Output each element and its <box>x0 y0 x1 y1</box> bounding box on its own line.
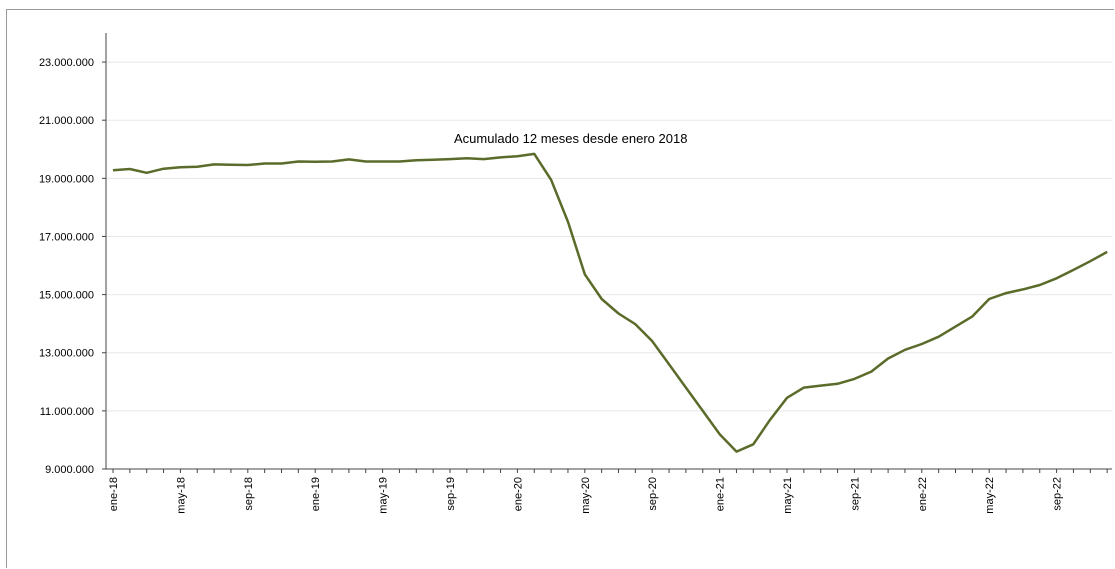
y-axis-ticks: 9.000.000 11.000.000 13.000.000 15.000.000 1… <box>39 57 106 476</box>
x-tick-label: sep-19 <box>445 477 457 511</box>
gridlines <box>106 61 1112 412</box>
x-tick-label: ene-19 <box>310 477 322 511</box>
x-tick-label: ene-20 <box>512 477 524 511</box>
x-tick-label: ene-22 <box>917 477 929 511</box>
x-tick-label: may-18 <box>175 477 187 514</box>
x-tick-label: may-21 <box>782 477 794 514</box>
y-tick-label: 19.000.000 <box>39 173 94 185</box>
x-axis-ticks: ene-18 may-18 sep-18 ene-19 may-19 sep-19 ene-… <box>108 469 1108 514</box>
series-line <box>112 152 1108 453</box>
axes <box>105 33 1112 470</box>
y-tick-label: 23.000.000 <box>39 57 94 69</box>
y-tick-label: 17.000.000 <box>39 231 94 243</box>
x-tick-label: sep-21 <box>849 477 861 511</box>
chart-title: Acumulado 12 meses desde enero 2018 <box>454 131 687 146</box>
y-tick-label: 9.000.000 <box>45 464 94 476</box>
x-tick-label: sep-20 <box>647 477 659 511</box>
x-tick-label: ene-21 <box>715 477 727 511</box>
x-tick-label: sep-18 <box>243 477 255 511</box>
x-tick-label: may-19 <box>378 477 390 514</box>
chart-frame <box>6 9 1114 568</box>
x-tick-label: ene-18 <box>108 477 120 511</box>
x-tick-label: may-22 <box>984 477 996 514</box>
x-tick-label: may-20 <box>580 477 592 514</box>
y-tick-label: 21.000.000 <box>39 115 94 127</box>
x-tick-label: sep-22 <box>1052 477 1064 511</box>
y-tick-label: 13.000.000 <box>39 348 94 360</box>
y-tick-label: 15.000.000 <box>39 290 94 302</box>
y-tick-label: 11.000.000 <box>40 406 94 418</box>
